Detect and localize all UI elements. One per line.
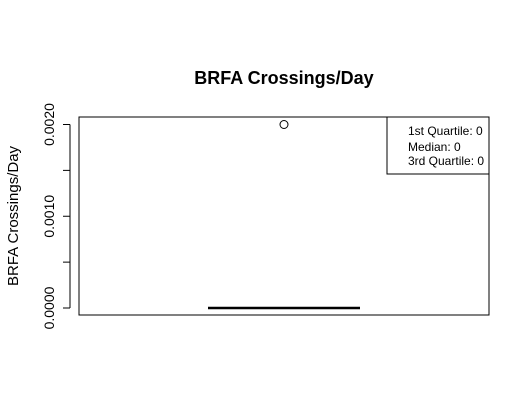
legend-box: [386, 116, 490, 175]
y-tick-label: 0.0010: [41, 195, 57, 238]
chart-title: BRFA Crossings/Day: [194, 68, 373, 88]
box-layer: [208, 120, 360, 310]
y-tick-label: 0.0000: [41, 286, 57, 329]
legend-entry-1st-quartile: 1st Quartile: 0: [408, 124, 483, 138]
plot-frame: [78, 116, 490, 316]
legend: 1st Quartile: 0 Median: 0 3rd Quartile: …: [386, 116, 490, 175]
y-axis: 0.0000 0.0010 0.0020: [41, 103, 71, 329]
y-tick-label: 0.0020: [41, 103, 57, 146]
legend-entry-median: Median: 0: [408, 140, 461, 154]
outlier-point: [279, 120, 289, 129]
legend-entry-3rd-quartile: 3rd Quartile: 0: [408, 154, 484, 168]
y-axis-label: BRFA Crossings/Day: [5, 145, 22, 286]
